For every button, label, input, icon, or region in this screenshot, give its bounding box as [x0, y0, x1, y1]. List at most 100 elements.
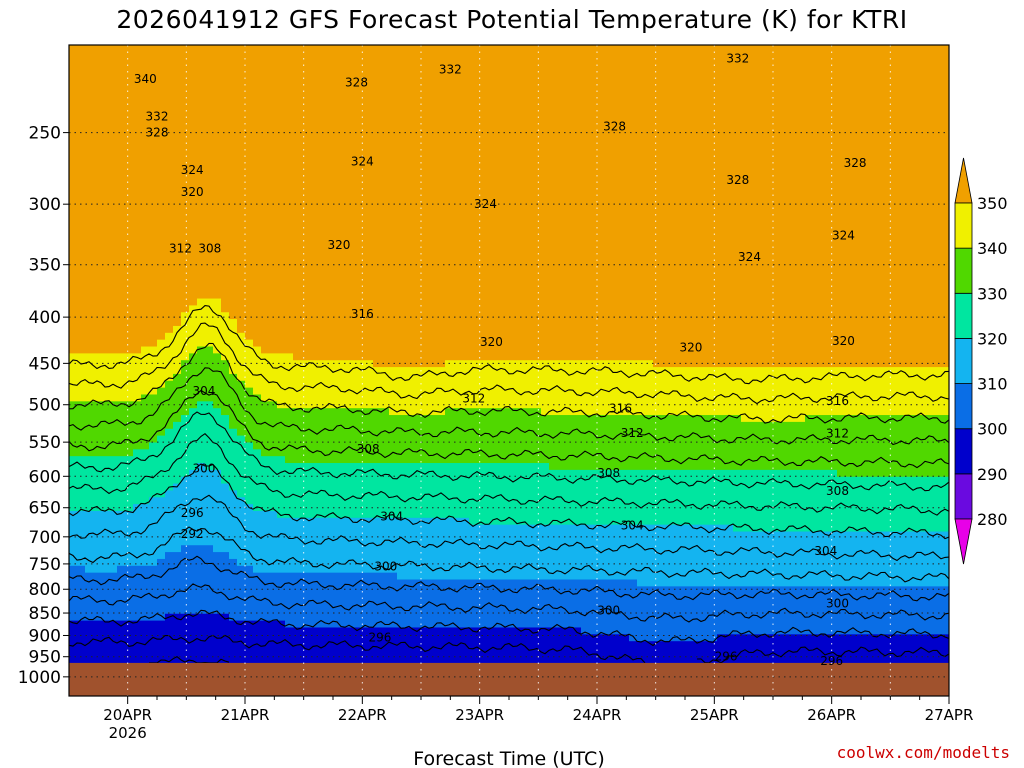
fill-cell — [293, 558, 302, 567]
fill-cell — [101, 538, 110, 546]
fill-cell — [389, 641, 398, 649]
fill-cell — [117, 147, 126, 156]
fill-cell — [293, 449, 302, 457]
fill-cell — [229, 188, 238, 197]
fill-cell — [477, 271, 486, 279]
fill-cell — [125, 250, 134, 259]
fill-cell — [85, 99, 94, 108]
fill-cell — [237, 106, 246, 115]
fill-cell — [149, 154, 158, 163]
fill-cell — [365, 545, 374, 553]
fill-cell — [237, 99, 246, 108]
fill-cell — [485, 305, 494, 313]
fill-cell — [293, 127, 302, 135]
fill-cell — [125, 305, 134, 313]
fill-cell — [181, 408, 190, 416]
fill-cell — [429, 223, 438, 231]
fill-cell — [157, 243, 166, 252]
fill-cell — [349, 250, 358, 259]
fill-cell — [269, 168, 278, 176]
fill-cell — [389, 442, 398, 450]
fill-cell — [85, 346, 94, 354]
fill-cell — [93, 606, 102, 615]
fill-cell — [173, 298, 182, 306]
fill-cell — [85, 236, 94, 245]
fill-cell — [485, 51, 494, 60]
fill-cell — [477, 654, 486, 663]
fill-cell — [437, 483, 446, 492]
fill-cell — [77, 654, 86, 663]
fill-cell — [189, 552, 198, 560]
fill-cell — [325, 202, 334, 211]
fill-cell — [365, 168, 374, 176]
fill-cell — [269, 421, 278, 430]
fill-cell — [461, 552, 470, 560]
fill-cell — [429, 648, 438, 656]
fill-cell — [85, 593, 94, 601]
fill-cell — [365, 641, 374, 649]
fill-cell — [173, 161, 182, 169]
fill-cell — [317, 490, 326, 498]
fill-cell — [477, 538, 486, 546]
fill-cell — [93, 209, 102, 217]
fill-cell — [85, 216, 94, 224]
fill-cell — [349, 346, 358, 354]
fill-cell — [429, 339, 438, 348]
fill-cell — [237, 524, 246, 533]
fill-cell — [485, 236, 494, 245]
fill-cell — [301, 312, 310, 320]
fill-cell — [421, 401, 430, 409]
fill-cell — [205, 483, 214, 492]
fill-cell — [221, 510, 230, 519]
fill-cell — [301, 45, 310, 53]
fill-cell — [93, 277, 102, 286]
fill-cell — [237, 243, 246, 252]
fill-cell — [165, 497, 174, 505]
fill-cell — [437, 120, 446, 128]
fill-cell — [357, 264, 366, 272]
fill-cell — [133, 387, 142, 396]
fill-cell — [173, 456, 182, 464]
fill-cell — [133, 380, 142, 389]
fill-cell — [485, 380, 494, 389]
fill-cell — [437, 435, 446, 444]
fill-cell — [101, 401, 110, 409]
fill-cell — [157, 600, 166, 608]
fill-cell — [205, 442, 214, 450]
fill-cell — [77, 627, 86, 635]
fill-cell — [197, 134, 206, 142]
fill-cell — [269, 483, 278, 492]
fill-cell — [269, 545, 278, 553]
fill-cell — [181, 175, 190, 183]
fill-cell — [301, 476, 310, 485]
fill-cell — [381, 572, 390, 581]
fill-cell — [197, 428, 206, 437]
fill-cell — [357, 449, 366, 457]
fill-cell — [293, 312, 302, 320]
fill-cell — [181, 134, 190, 142]
fill-cell — [229, 593, 238, 601]
fill-cell — [437, 230, 446, 238]
fill-cell — [93, 120, 102, 128]
fill-cell — [405, 243, 414, 252]
fill-cell — [325, 654, 334, 663]
fill-cell — [309, 319, 318, 327]
fill-cell — [141, 86, 150, 94]
fill-cell — [157, 298, 166, 306]
fill-cell — [133, 284, 142, 293]
fill-cell — [205, 620, 214, 629]
fill-cell — [381, 271, 390, 279]
fill-cell — [461, 387, 470, 396]
fill-cell — [301, 490, 310, 498]
fill-cell — [429, 175, 438, 183]
fill-cell — [285, 72, 294, 80]
fill-cell — [277, 373, 286, 382]
fill-cell — [373, 216, 382, 224]
fill-cell — [285, 538, 294, 546]
fill-cell — [357, 230, 366, 238]
fill-cell — [173, 72, 182, 80]
fill-cell — [405, 600, 414, 608]
fill-cell — [309, 552, 318, 560]
fill-cell — [213, 497, 222, 505]
fill-cell — [365, 271, 374, 279]
